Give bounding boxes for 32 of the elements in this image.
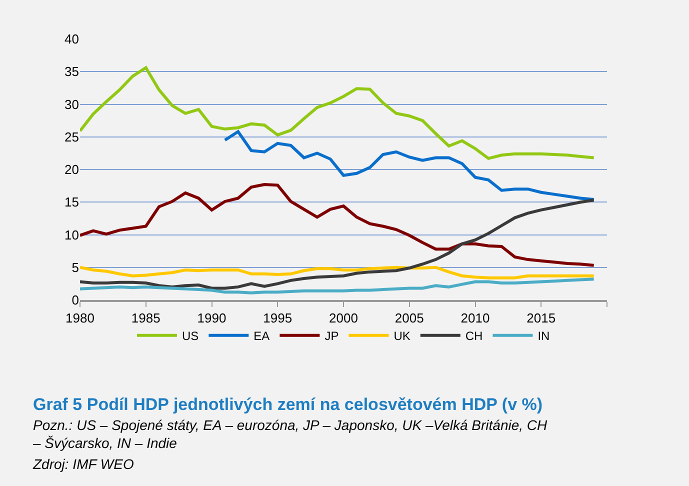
legend-label: UK: [394, 329, 410, 344]
y-tick-label: 10: [64, 227, 79, 242]
x-tick-label: 1985: [131, 310, 160, 326]
text: Graf 5 Podíl HDP jednotlivých zemí na celosvětovém HDP (v %): [33, 394, 543, 414]
line-series: [80, 66, 596, 160]
x-tick-label: 1990: [197, 310, 226, 326]
x-tick-label: 2000: [329, 310, 358, 326]
y-tick-label: 40: [64, 32, 79, 47]
legend-label: IN: [538, 329, 550, 344]
line-series: [80, 278, 596, 294]
x-tick-label: 1980: [66, 310, 94, 326]
x-tick-label: 1995: [263, 310, 292, 326]
y-tick-label: 5: [72, 260, 79, 275]
y-tick-label: 0: [72, 292, 79, 308]
text: Pozn.: US – Spojené státy, EA – eurozóna, JP – Japonsko, UK –Velká Británie, CH – Švýcarsko, IN – Indie: [32, 417, 548, 452]
x-tick-label: 2015: [526, 310, 556, 326]
y-tick-label: 20: [64, 162, 79, 178]
line-series: [223, 130, 596, 202]
y-tick-label: 25: [64, 129, 79, 144]
line-series: [80, 266, 596, 280]
line-series: [80, 183, 596, 267]
y-tick-label: 30: [64, 96, 79, 112]
y-tick-label: 35: [64, 64, 79, 80]
x-tick-label: 2010: [460, 310, 490, 326]
legend-label: JP: [324, 329, 339, 344]
legend-label: US: [182, 329, 199, 344]
legend-label: CH: [465, 329, 483, 344]
line-series: [80, 198, 596, 290]
text: Zdroj: IMF WEO: [32, 456, 134, 472]
x-tick-label: 2005: [394, 310, 424, 326]
y-tick-label: 15: [64, 194, 79, 210]
legend-label: EA: [254, 329, 270, 344]
